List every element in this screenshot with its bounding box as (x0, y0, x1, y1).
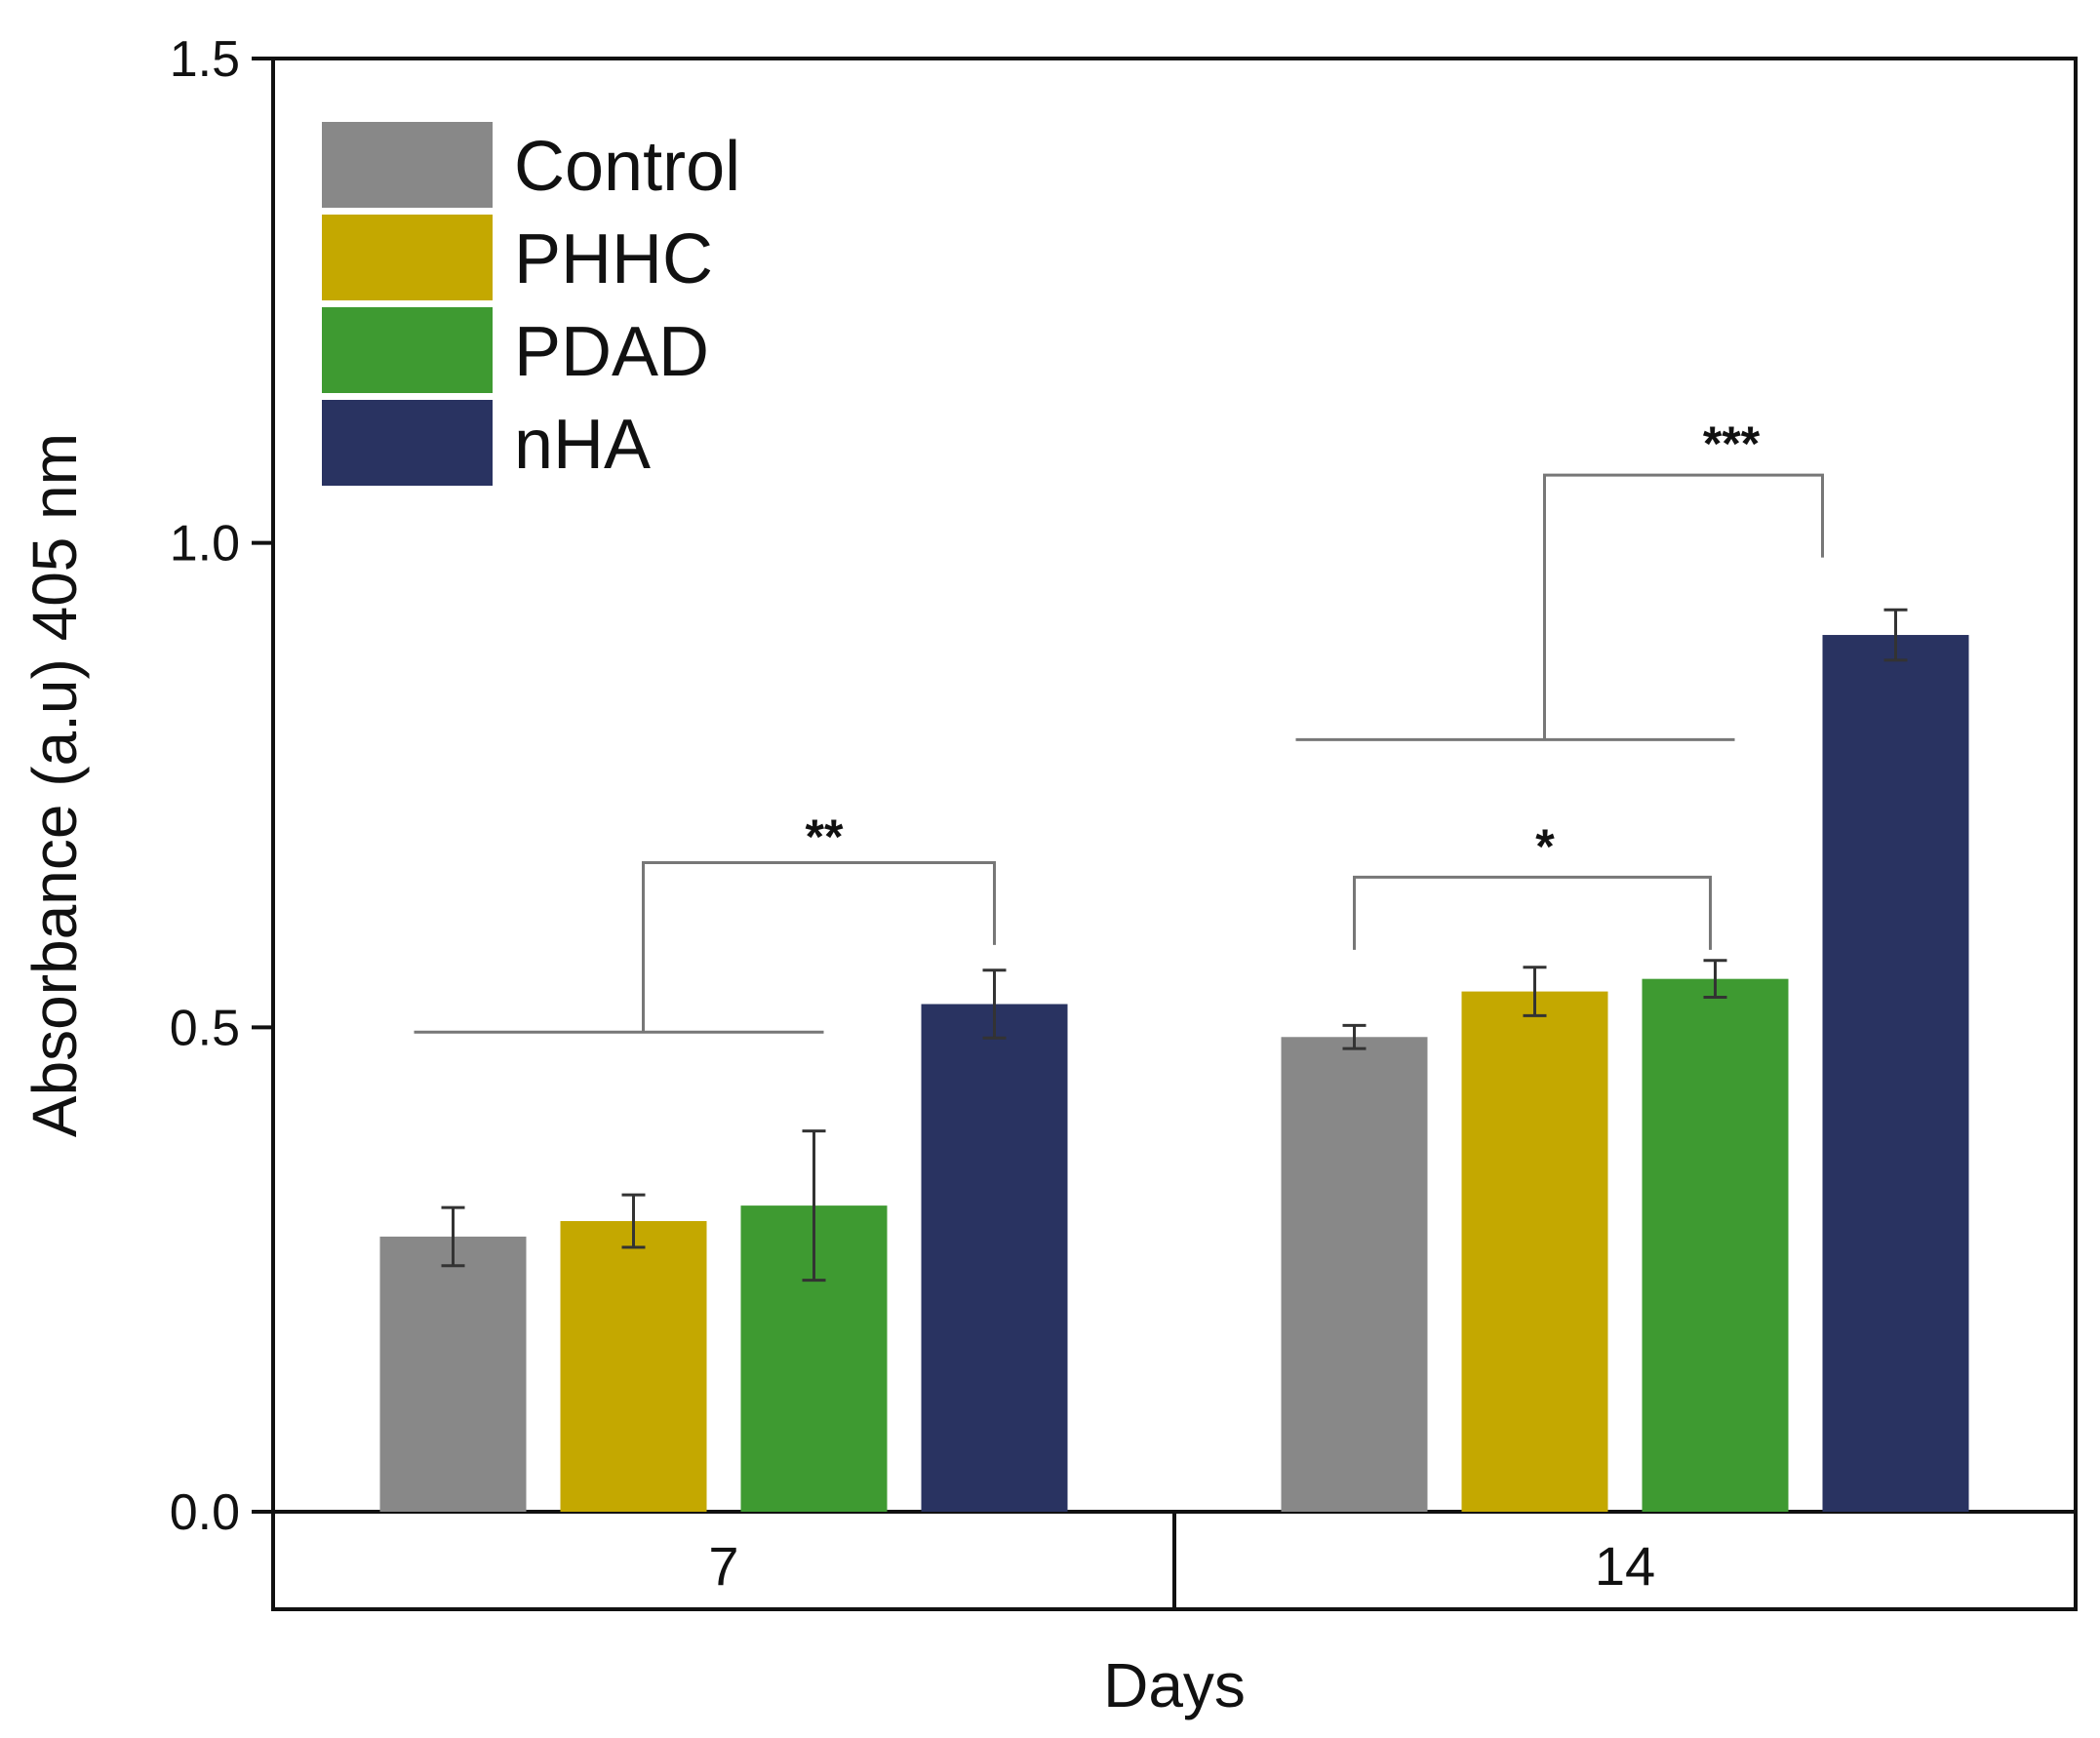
bar-phhc-day7 (560, 1221, 707, 1512)
category-label-14: 14 (1595, 1535, 1655, 1597)
bar-nha-day7 (921, 1004, 1068, 1512)
y-tick-label-1: 0.5 (170, 1000, 240, 1056)
legend-swatch-pdad (322, 307, 493, 393)
legend-label-control: Control (514, 128, 740, 206)
significance-label-day7: ** (806, 810, 844, 864)
bar-control-day7 (379, 1236, 527, 1512)
sig-bracket-day14-nha (1543, 473, 1824, 740)
y-tick-label-0: 0.0 (170, 1484, 240, 1541)
legend-label-phhc: PHHC (514, 220, 713, 298)
legend-swatch-phhc (322, 215, 493, 300)
y-axis-title: Absorbance (a.u) 405 nm (20, 433, 90, 1137)
sig-bracket-day14-control-pdad (1353, 875, 1712, 950)
bar-control-day14 (1281, 1037, 1428, 1512)
x-axis-title: Days (1103, 1650, 1246, 1720)
legend-label-nha: nHA (514, 406, 651, 484)
bar-nha-day14 (1822, 635, 1969, 1512)
bar-pdad-day14 (1642, 978, 1789, 1512)
significance-label-day14-pdad: * (1535, 819, 1555, 874)
category-label-7: 7 (708, 1535, 738, 1597)
sig-bracket-day7 (642, 860, 996, 1033)
y-tick-label-3: 1.5 (170, 31, 240, 88)
y-tick-label-2: 1.0 (170, 516, 240, 573)
legend-label-pdad: PDAD (514, 313, 709, 391)
bar-phhc-day14 (1461, 991, 1608, 1512)
legend-swatch-control (322, 122, 493, 208)
significance-label-day14-nha: *** (1703, 416, 1761, 471)
legend-swatch-nha (322, 400, 493, 486)
